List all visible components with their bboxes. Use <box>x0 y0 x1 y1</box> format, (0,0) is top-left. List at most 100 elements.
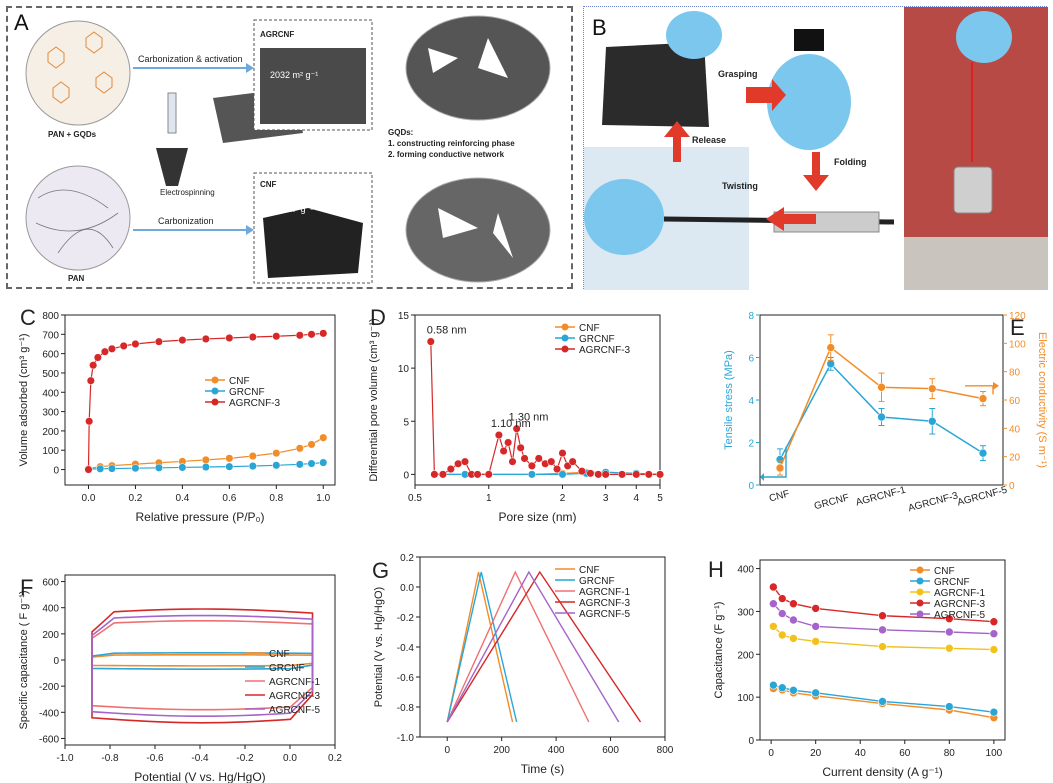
y-tick-label: -0.2 <box>397 613 415 624</box>
weight-icon <box>953 166 993 214</box>
legend-marker <box>916 577 924 585</box>
data-point <box>508 457 517 466</box>
chart-d: D 0.5 1 2 3 4 5 0 5 10 15 Pore size (nm) Differentia… <box>368 305 665 524</box>
data-point <box>484 470 493 479</box>
y-axis-label: Specific capacitance ( F g⁻¹) <box>18 590 30 729</box>
panel-b-photos <box>584 7 1048 290</box>
legend-label: AGRCNF-5 <box>269 705 321 716</box>
twisting-label: Twisting <box>722 181 758 191</box>
y-tick-label: 800 <box>42 311 59 322</box>
y-axis-label: Potential (V vs. Hg/HgO) <box>373 587 385 707</box>
chart-h: H 0 20 40 60 80 100 0 100 200 300 400 Current densit… <box>708 557 1006 779</box>
x-tick-label: 0.2 <box>328 753 342 764</box>
data-point <box>154 337 163 346</box>
legend-label: AGRCNF-1 <box>579 587 631 598</box>
data-point <box>826 359 836 369</box>
data-point <box>769 622 778 631</box>
y-tick-label: -0.8 <box>397 703 415 714</box>
data-point <box>568 457 577 466</box>
data-point <box>131 464 140 473</box>
x-tick-label: 0.8 <box>269 493 283 504</box>
data-point <box>86 376 95 385</box>
legend-label: AGRCNF-3 <box>934 599 986 610</box>
data-point <box>601 470 610 479</box>
data-point <box>534 454 543 463</box>
data-point <box>107 344 117 353</box>
pan-circle <box>25 165 131 271</box>
data-point <box>777 594 787 603</box>
series-line-agrcnf-5 <box>446 570 620 723</box>
carbonization-label: Carbonization <box>158 216 214 226</box>
y-tick-label: 0 <box>53 466 59 477</box>
data-point <box>225 454 234 463</box>
data-point <box>789 685 798 695</box>
y-tick-label: 8 <box>748 311 754 322</box>
data-point <box>577 467 586 476</box>
y-tick-label: 0 <box>748 736 754 747</box>
y-axis-label: Volume adsorbed (cm³ g⁻¹) <box>18 334 30 467</box>
data-point <box>201 334 210 344</box>
data-point <box>319 458 328 467</box>
series-line-agrcnf-3 <box>446 570 642 723</box>
y-tick-label: 5 <box>403 417 409 428</box>
data-point <box>272 332 281 341</box>
data-point <box>945 643 954 653</box>
x-axis-label: Pore size (nm) <box>498 510 576 524</box>
data-point <box>945 627 954 637</box>
series-line-agrcnf-3 <box>430 341 660 475</box>
data-point <box>107 464 117 473</box>
x-tick-label: 20 <box>810 748 822 759</box>
y-tick-label: 10 <box>398 364 410 375</box>
legend-label: AGRCNF-3 <box>269 691 321 702</box>
glove-top-icon <box>666 11 722 59</box>
category-label: AGRCNF-3 <box>907 490 960 514</box>
pan-gqds-label: PAN + GQDs <box>48 130 97 139</box>
data-point <box>769 680 778 690</box>
legend-marker <box>916 566 924 574</box>
x-tick-label: 100 <box>986 748 1003 759</box>
data-point <box>499 446 508 456</box>
data-point <box>775 463 785 473</box>
category-label: AGRCNF-5 <box>956 485 1009 509</box>
data-point <box>272 449 281 458</box>
data-point <box>225 462 234 471</box>
data-point <box>878 625 887 635</box>
y-tick-label: 2 <box>748 439 754 450</box>
y-tick-label: 0.0 <box>400 583 414 594</box>
y-tick-label: 600 <box>42 350 59 361</box>
carbon-sheet <box>602 42 709 127</box>
legend-marker <box>561 323 569 331</box>
release-label: Release <box>692 135 727 145</box>
x-tick-label: -0.2 <box>236 753 254 764</box>
data-point <box>617 470 627 479</box>
data-point <box>319 433 328 442</box>
arrow-release <box>664 121 690 162</box>
x-tick-label: 1.0 <box>316 493 330 504</box>
electrospinning-label: Electrospinning <box>160 188 215 197</box>
plot-frame <box>419 556 666 738</box>
y-tick-label: -200 <box>39 682 59 693</box>
data-point <box>119 341 128 350</box>
y-tick-label: 6 <box>748 354 754 365</box>
arrow-twist <box>766 207 816 231</box>
pan-fibers <box>35 189 119 254</box>
series-line-cnf <box>446 571 514 723</box>
zoom-fibers <box>428 38 513 258</box>
arrow-grasp <box>746 79 786 111</box>
y-tick-label: 200 <box>42 630 59 641</box>
y-tick-label: -1.0 <box>397 733 415 744</box>
data-point <box>248 451 257 461</box>
y-tick-label: -0.4 <box>397 643 415 654</box>
carbonization-activation-label: Carbonization & activation <box>138 54 243 64</box>
arrow-head-right <box>993 381 999 390</box>
agrcnf-photo <box>260 48 366 124</box>
legend-label: GRCNF <box>269 663 305 674</box>
x-axis-label: Relative pressure (P/P₀) <box>135 510 264 524</box>
legend-label: CNF <box>579 323 600 334</box>
data-point <box>100 347 109 356</box>
legend-label: AGRCNF-3 <box>579 345 631 356</box>
panel-a: A PAN + GQDs PAN Carbonization & activat… <box>6 6 573 289</box>
data-point <box>527 470 536 479</box>
axis-arrow-left <box>764 446 787 478</box>
